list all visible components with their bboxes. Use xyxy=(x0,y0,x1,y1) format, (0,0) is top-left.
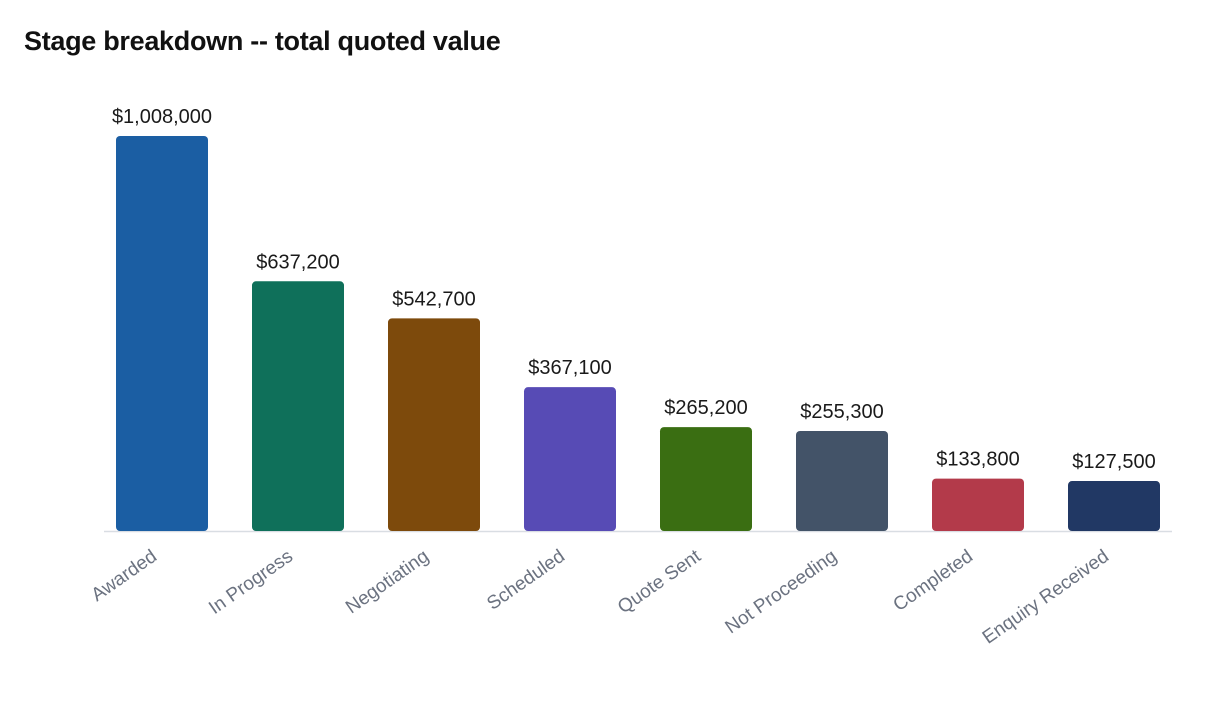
value-label: $265,200 xyxy=(664,397,747,419)
category-label: Quote Sent xyxy=(614,545,705,618)
category-label: Scheduled xyxy=(483,546,569,615)
bar-not-proceeding[interactable] xyxy=(796,430,888,531)
value-label: $637,200 xyxy=(256,251,339,273)
chart-title: Stage breakdown -- total quoted value xyxy=(24,26,501,56)
value-label: $133,800 xyxy=(936,449,1019,471)
value-label: $255,300 xyxy=(800,401,883,423)
bar-completed[interactable] xyxy=(932,478,1024,531)
value-label: $127,500 xyxy=(1072,451,1155,473)
bar-awarded[interactable] xyxy=(116,136,208,531)
value-label: $542,700 xyxy=(392,288,475,310)
category-label: Not Proceeding xyxy=(722,546,841,638)
bar-negotiating[interactable] xyxy=(388,318,480,531)
category-label: Enquiry Received xyxy=(979,546,1113,649)
bar-quote-sent[interactable] xyxy=(660,427,752,531)
value-label: $1,008,000 xyxy=(112,106,212,128)
category-label: Negotiating xyxy=(342,546,433,618)
bar-in-progress[interactable] xyxy=(252,281,344,531)
category-label: Awarded xyxy=(88,546,161,606)
value-label: $367,100 xyxy=(528,357,611,379)
category-label: Completed xyxy=(890,546,977,616)
bar-enquiry-received[interactable] xyxy=(1068,481,1160,531)
bars-group xyxy=(116,136,1160,531)
category-labels-group: Awarded In Progress Negotiating Scheduled Qu… xyxy=(88,545,1113,648)
category-label: In Progress xyxy=(205,546,297,619)
bar-scheduled[interactable] xyxy=(524,387,616,531)
value-labels-group: $1,008,000 $637,200 $542,700 $367,100 $265,2… xyxy=(112,106,1156,473)
